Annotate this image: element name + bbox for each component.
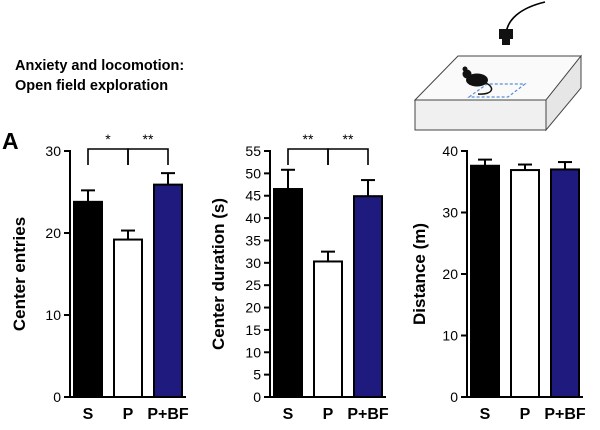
arena-box [413, 54, 583, 132]
x-category-label: P [323, 406, 334, 423]
y-tick-label: 35 [245, 232, 261, 248]
bar-p [313, 260, 343, 398]
y-tick-label: 10 [45, 307, 61, 323]
significance-bracket [287, 148, 329, 165]
x-category-label: P [123, 406, 134, 423]
y-tick-label: 50 [245, 165, 261, 181]
bar-s [73, 200, 103, 398]
y-tick-label: 5 [253, 367, 261, 383]
y-tick-label: 0 [450, 389, 458, 405]
significance-bracket [127, 148, 169, 165]
y-tick-label: 30 [245, 255, 261, 271]
y-tick-label: 40 [442, 143, 458, 159]
panel-label: A [2, 128, 19, 154]
y-tick-label: 45 [245, 188, 261, 204]
x-category-label: S [83, 406, 94, 423]
y-axis-label: Center duration (s) [209, 198, 228, 350]
figure-title-line-2: Open field exploration [15, 78, 169, 94]
significance-stars: ** [303, 131, 314, 147]
camera-icon [499, 29, 513, 45]
x-category-label: P+BF [347, 406, 389, 423]
y-axis-label: Distance (m) [410, 223, 429, 325]
chart-2: 0 5 10 15 20 25 30 35 40 45 50 55 Center duration (s… [209, 131, 389, 423]
arena-center-zone [467, 83, 527, 98]
y-tick-label: 25 [245, 277, 261, 293]
x-category-label: P [520, 406, 531, 423]
bar-p [510, 169, 540, 398]
x-category-label: S [480, 406, 491, 423]
x-category-label: P+BF [147, 406, 189, 423]
x-category-label: S [283, 406, 294, 423]
y-axis-label: Center entries [10, 217, 29, 331]
bar-p-bf [353, 195, 383, 398]
bar-p [113, 238, 143, 398]
bar-s [273, 188, 303, 398]
y-tick-label: 15 [245, 322, 261, 338]
bar-p-bf [550, 168, 580, 398]
y-tick-label: 20 [45, 225, 61, 241]
y-tick-label: 10 [245, 344, 261, 360]
significance-stars: ** [143, 131, 154, 147]
y-tick-label: 10 [442, 328, 458, 344]
open-field-arena-illustration [413, 1, 583, 132]
figure-title-line-1: Anxiety and locomotion: [15, 58, 185, 74]
x-category-label: P+BF [544, 406, 586, 423]
y-tick-label: 40 [245, 210, 261, 226]
y-tick-label: 0 [253, 389, 261, 405]
significance-bracket [327, 148, 369, 165]
y-tick-label: 55 [245, 143, 261, 159]
y-tick-label: 20 [245, 300, 261, 316]
y-tick-label: 30 [442, 205, 458, 221]
mouse-icon [462, 66, 493, 95]
significance-stars: * [105, 131, 111, 147]
significance-bracket [87, 148, 129, 165]
bar-p-bf [153, 183, 183, 398]
bar-s [470, 164, 500, 398]
y-tick-label: 20 [442, 266, 458, 282]
significance-stars: ** [343, 131, 354, 147]
figure-title: Anxiety and locomotion: Open field explo… [15, 56, 184, 96]
y-tick-label: 30 [45, 143, 61, 159]
y-tick-label: 0 [53, 389, 61, 405]
chart-3: 0 10 20 30 40 Distance (m) S P P+BF [410, 143, 586, 423]
